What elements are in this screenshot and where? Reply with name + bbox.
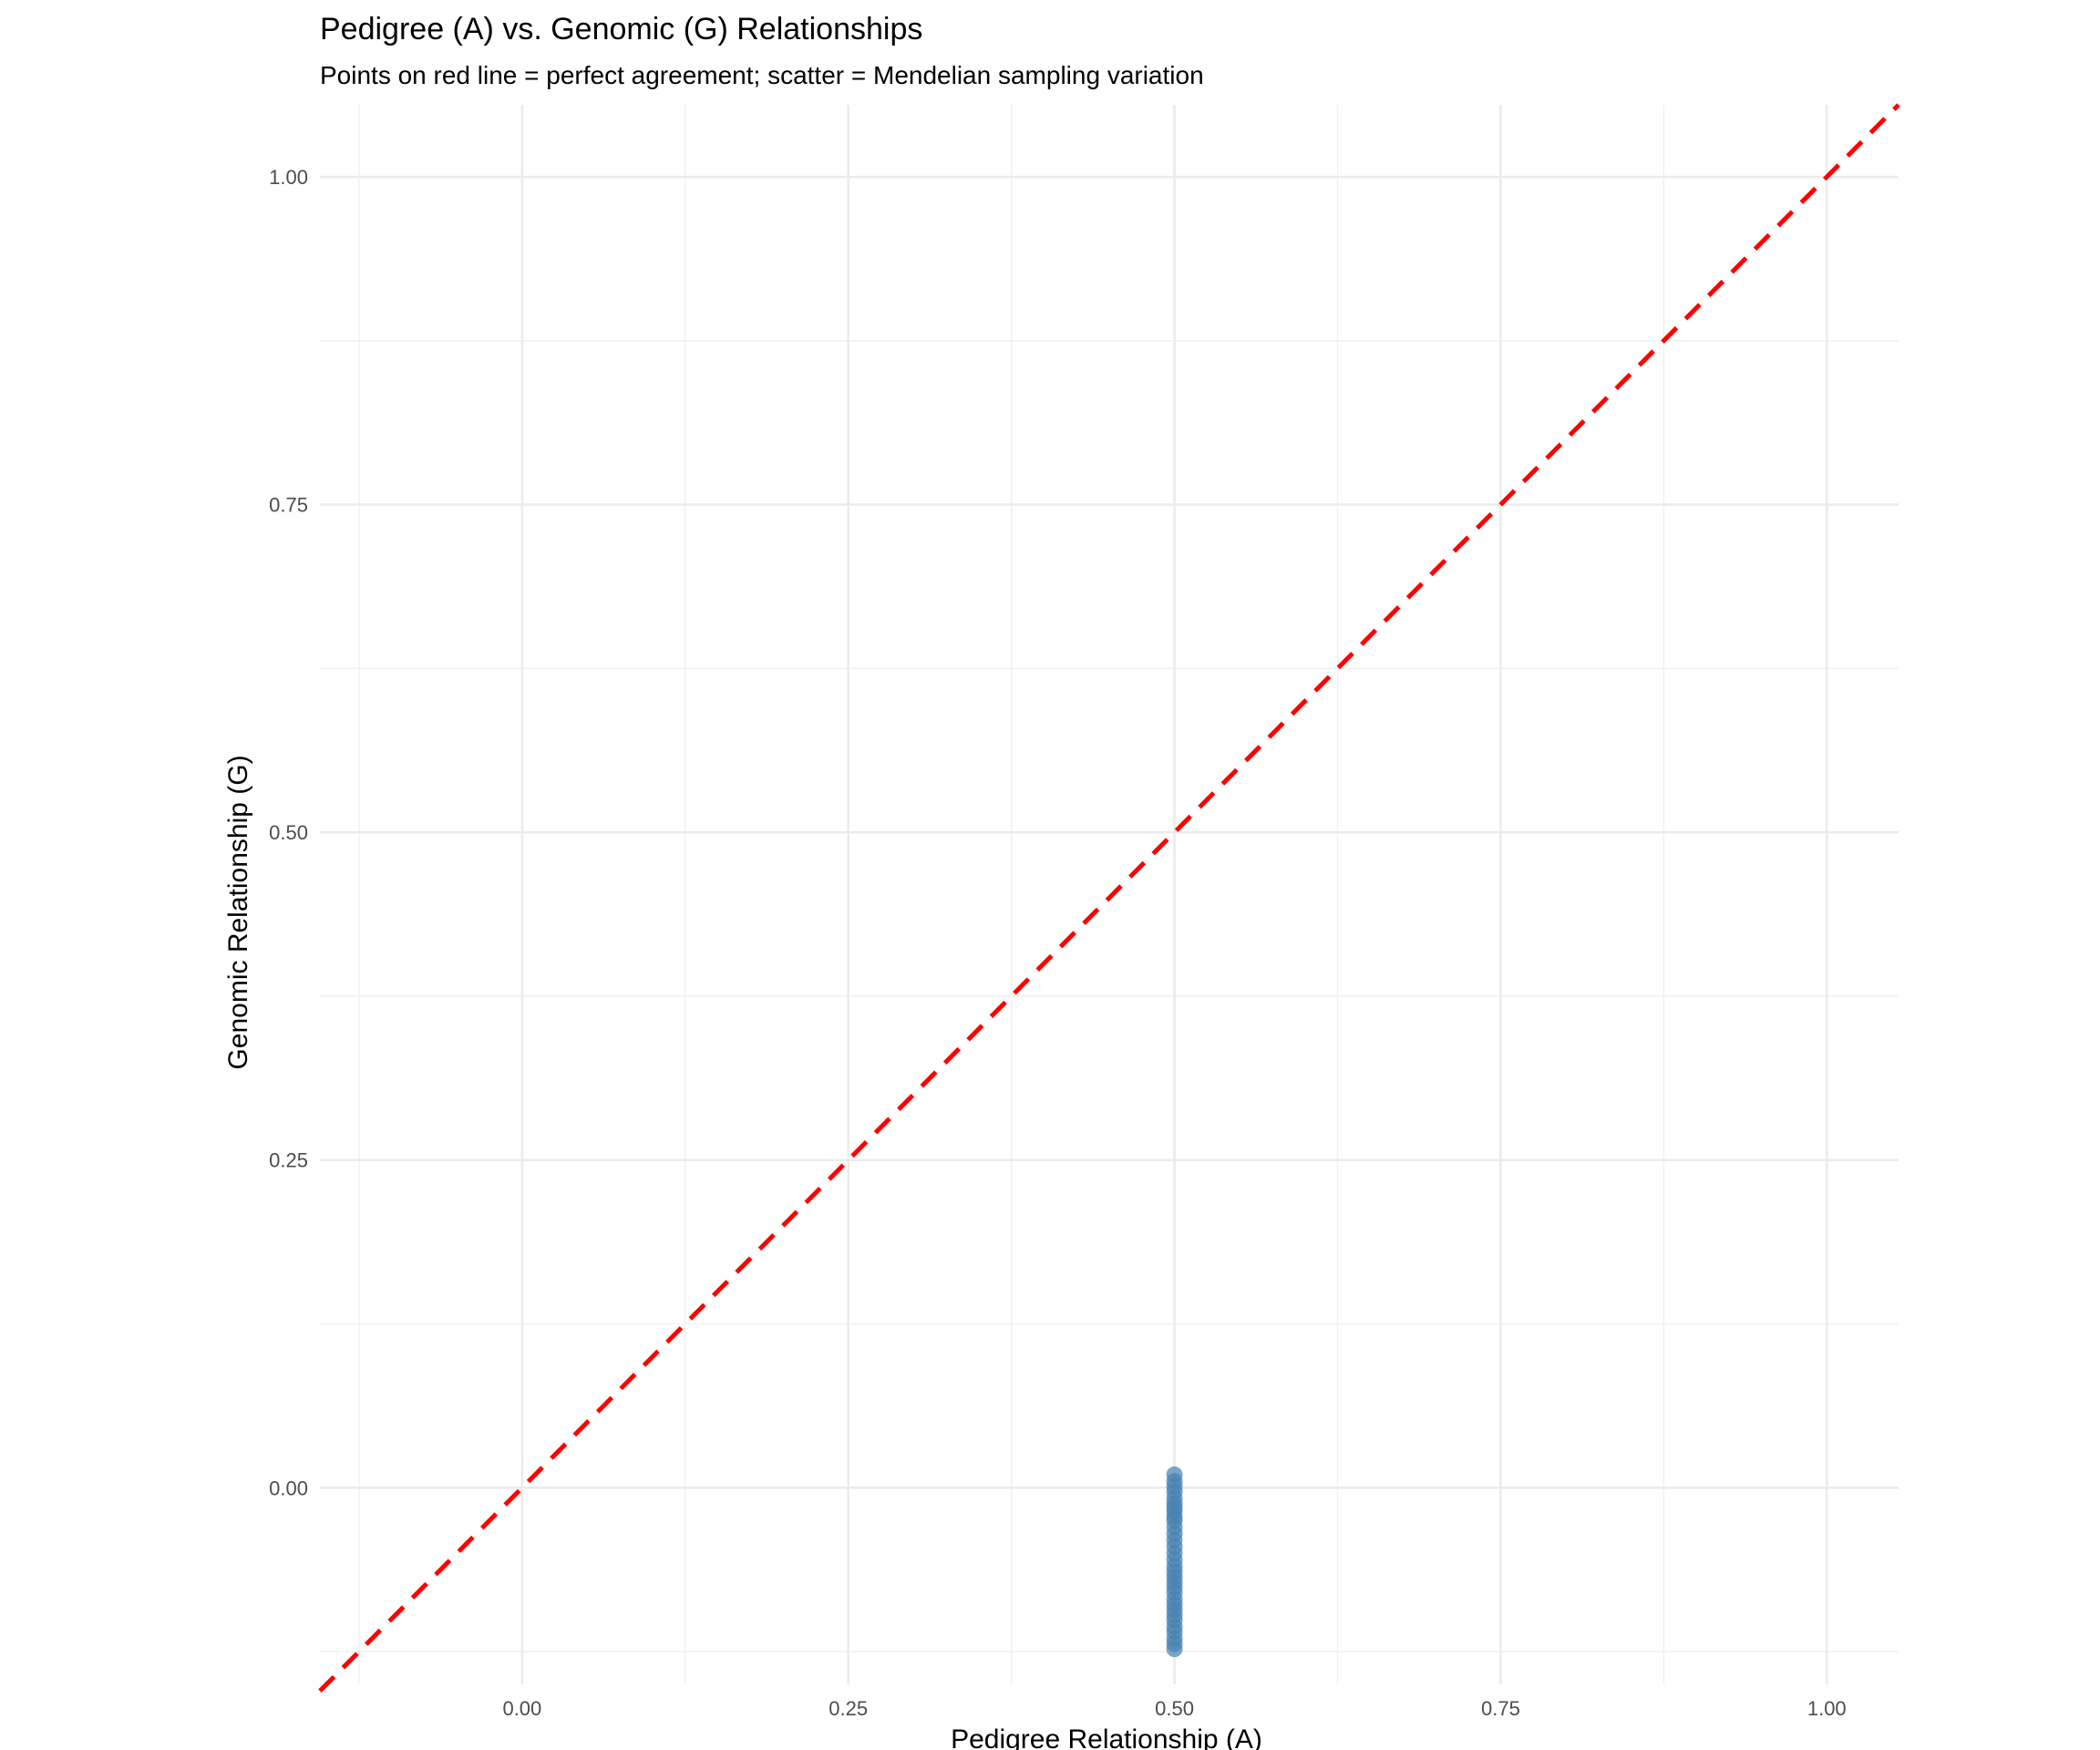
x-tick-label: 0.50 — [1155, 1697, 1194, 1720]
x-tick-label: 0.00 — [502, 1697, 541, 1720]
y-tick-label: 0.50 — [269, 821, 308, 844]
reference-line-group — [318, 103, 1900, 1693]
data-points — [1166, 1466, 1183, 1658]
x-tick-label: 0.25 — [829, 1697, 868, 1720]
major-gridlines — [320, 105, 1899, 1684]
y-tick-label: 0.00 — [269, 1477, 308, 1499]
y-tick-labels: 0.00 0.25 0.50 0.75 1.00 — [269, 166, 308, 1499]
data-point — [1166, 1641, 1183, 1658]
y-tick-label: 0.75 — [269, 494, 308, 517]
chart-subtitle: Points on red line = perfect agreement; … — [320, 61, 1204, 89]
x-tick-labels: 0.00 0.25 0.50 0.75 1.00 — [502, 1697, 1846, 1720]
y-tick-label: 0.25 — [269, 1149, 308, 1172]
x-axis-title: Pedigree Relationship (A) — [951, 1724, 1262, 1750]
y-axis-title: Genomic Relationship (G) — [223, 755, 253, 1069]
x-tick-label: 1.00 — [1807, 1697, 1847, 1720]
chart-title: Pedigree (A) vs. Genomic (G) Relationshi… — [320, 12, 922, 46]
reference-line — [318, 103, 1900, 1693]
minor-gridlines — [320, 105, 1899, 1684]
y-tick-label: 1.00 — [269, 166, 308, 189]
x-tick-label: 0.75 — [1481, 1697, 1520, 1720]
